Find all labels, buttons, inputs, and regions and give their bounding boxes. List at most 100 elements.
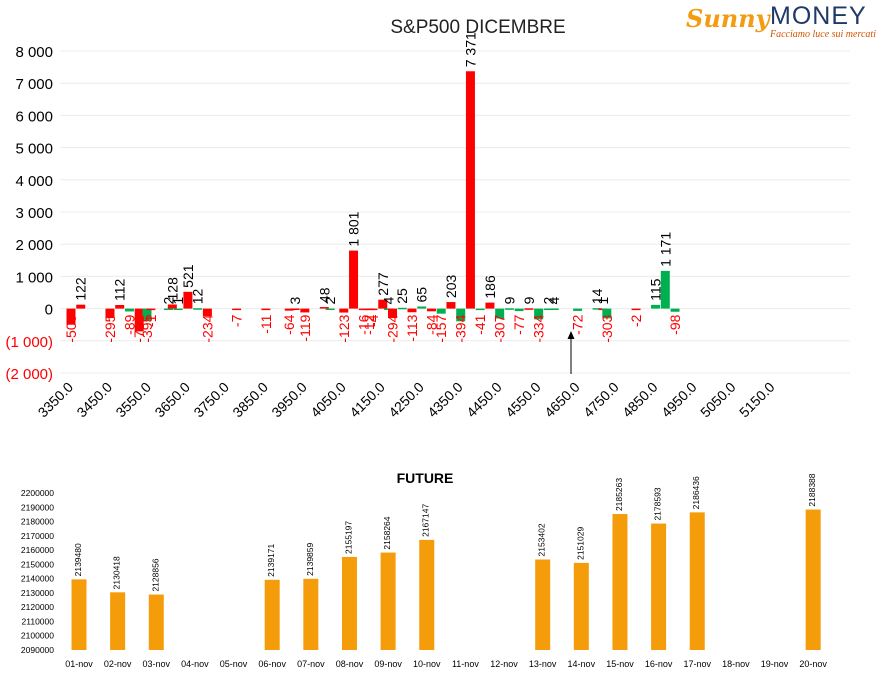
sp500-bar-label: 1 801 xyxy=(346,211,362,246)
sp500-x-tick-label: 3650.0 xyxy=(151,379,193,421)
future-bar-label: 2139480 xyxy=(73,543,83,576)
sp500-bar xyxy=(465,71,475,309)
sp500-y-tick-label: 2 000 xyxy=(15,237,53,254)
sp500-bar-label: 14 xyxy=(589,288,605,304)
sp500-bar-label: -303 xyxy=(599,314,615,342)
sp500-bar xyxy=(651,304,661,309)
future-bar-label: 2130418 xyxy=(112,556,122,589)
future-bar xyxy=(380,552,396,650)
future-x-tick-label: 18-nov xyxy=(722,659,750,669)
sp500-x-axis: 3350.03450.03550.03650.03750.03850.03950… xyxy=(35,379,778,421)
sp500-bar-label: 7 371 xyxy=(462,32,478,67)
sp500-bar xyxy=(475,308,485,311)
sp500-bar-label: -119 xyxy=(297,314,313,341)
sp500-bar xyxy=(115,304,125,309)
future-bar xyxy=(110,592,126,650)
sp500-x-tick-label: 3750.0 xyxy=(190,379,232,421)
sp500-x-tick-label: 5050.0 xyxy=(697,379,739,421)
sp500-bar xyxy=(358,308,368,311)
future-bar xyxy=(535,559,551,650)
sp500-bar xyxy=(417,306,427,309)
sp500-bar xyxy=(290,308,300,311)
future-bar xyxy=(341,556,357,650)
sp500-bar-label: -294 xyxy=(385,314,401,342)
sp500-bar-label: -307 xyxy=(492,314,508,342)
future-x-tick-label: 20-nov xyxy=(799,659,827,669)
sp500-x-tick-label: 4850.0 xyxy=(619,379,661,421)
sp500-bar-label: 4 xyxy=(381,296,397,304)
sp500-x-tick-label: 4250.0 xyxy=(385,379,427,421)
future-y-tick-label: 2130000 xyxy=(21,588,54,598)
future-x-tick-label: 02-nov xyxy=(104,659,132,669)
future-y-tick-label: 2100000 xyxy=(21,631,54,641)
sp500-bar-label: -16 xyxy=(355,314,371,334)
sp500-bar xyxy=(524,308,534,310)
future-bar-label: 2186436 xyxy=(691,476,701,509)
future-bar-label: 2139171 xyxy=(266,543,276,576)
sp500-bar xyxy=(446,302,456,309)
sp500-bar xyxy=(368,308,378,311)
sp500-bar-label: -500 xyxy=(63,314,79,342)
sp500-bar xyxy=(105,308,115,319)
future-chart-title: FUTURE xyxy=(397,470,454,486)
future-bar xyxy=(303,578,319,650)
sp500-bar xyxy=(660,270,670,309)
sp500-y-tick-label: 8 000 xyxy=(15,44,53,61)
future-data-labels: 2139480 2130418 2128856 2139171 2139859 21551… xyxy=(73,473,817,591)
sp500-bar-label: -89 xyxy=(121,314,137,334)
sp500-y-tick-label: 6 000 xyxy=(15,108,53,125)
sp500-bar xyxy=(261,308,271,311)
future-bar-label: 2188388 xyxy=(807,473,817,506)
sp500-bar xyxy=(592,308,602,310)
sp500-bar-label: -77 xyxy=(511,314,527,334)
future-bar-label: 2155197 xyxy=(343,521,353,554)
sp500-bar xyxy=(543,308,553,311)
future-x-tick-label: 08-nov xyxy=(336,659,364,669)
sp500-bar-label: -11 xyxy=(258,314,274,333)
future-bar-label: 2139859 xyxy=(305,542,315,575)
sp500-bar-label: -7 xyxy=(229,314,245,327)
sp500-bar xyxy=(573,308,583,311)
sp500-bar-label: -72 xyxy=(570,314,586,334)
future-bar-label: 2167147 xyxy=(421,504,431,537)
sp500-bar xyxy=(319,307,329,309)
future-y-tick-label: 2180000 xyxy=(21,517,54,527)
sp500-bar-label: -157 xyxy=(433,314,449,342)
future-bar xyxy=(689,512,705,650)
future-y-tick-label: 2170000 xyxy=(21,531,54,541)
sp500-bar xyxy=(124,308,134,312)
sp500-bar-label: -113 xyxy=(404,314,420,341)
sp500-bar-label: -709 xyxy=(131,314,147,342)
future-x-tick-label: 10-nov xyxy=(413,659,441,669)
sp500-bar-label: 128 xyxy=(164,277,180,301)
sp500-bar xyxy=(388,308,398,319)
sp500-bar-label: 2 xyxy=(160,297,176,305)
sp500-bar xyxy=(146,308,156,311)
sp500-bar xyxy=(426,308,436,312)
sp500-y-tick-label: 4 000 xyxy=(15,173,53,190)
future-bar xyxy=(805,509,821,650)
sp500-x-tick-label: 3550.0 xyxy=(112,379,154,421)
sp500-x-tick-label: 3950.0 xyxy=(268,379,310,421)
future-bar xyxy=(419,539,435,650)
future-y-tick-label: 2160000 xyxy=(21,545,54,555)
sp500-y-axis: 8 000 7 000 6 000 5 000 4 000 3 000 2 000 1 000… xyxy=(5,44,53,383)
sp500-bar-label: -98 xyxy=(667,314,683,334)
sp500-data-labels: -500122-295112-89-709-395-12128152112-23… xyxy=(63,32,683,343)
sp500-bar xyxy=(300,308,310,313)
sp500-gridlines xyxy=(60,50,850,374)
future-bar xyxy=(651,523,667,650)
sp500-bar-label: 2 xyxy=(322,297,338,305)
sp500-bar xyxy=(534,308,544,320)
sp500-bar-label: -334 xyxy=(531,314,547,342)
future-x-tick-label: 01-nov xyxy=(65,659,93,669)
sp500-bar xyxy=(349,250,359,309)
sp500-x-tick-label: 5150.0 xyxy=(736,379,778,421)
future-y-tick-label: 2140000 xyxy=(21,574,54,584)
sp500-bar xyxy=(193,308,203,310)
sp500-x-tick-label: 4650.0 xyxy=(541,379,583,421)
sp500-options-chart: S&P500 DICEMBRE 8 000 7 000 6 000 5 000 4 00… xyxy=(5,17,850,420)
sp500-bar-label: -395 xyxy=(139,314,155,342)
future-y-tick-label: 2150000 xyxy=(21,559,54,569)
